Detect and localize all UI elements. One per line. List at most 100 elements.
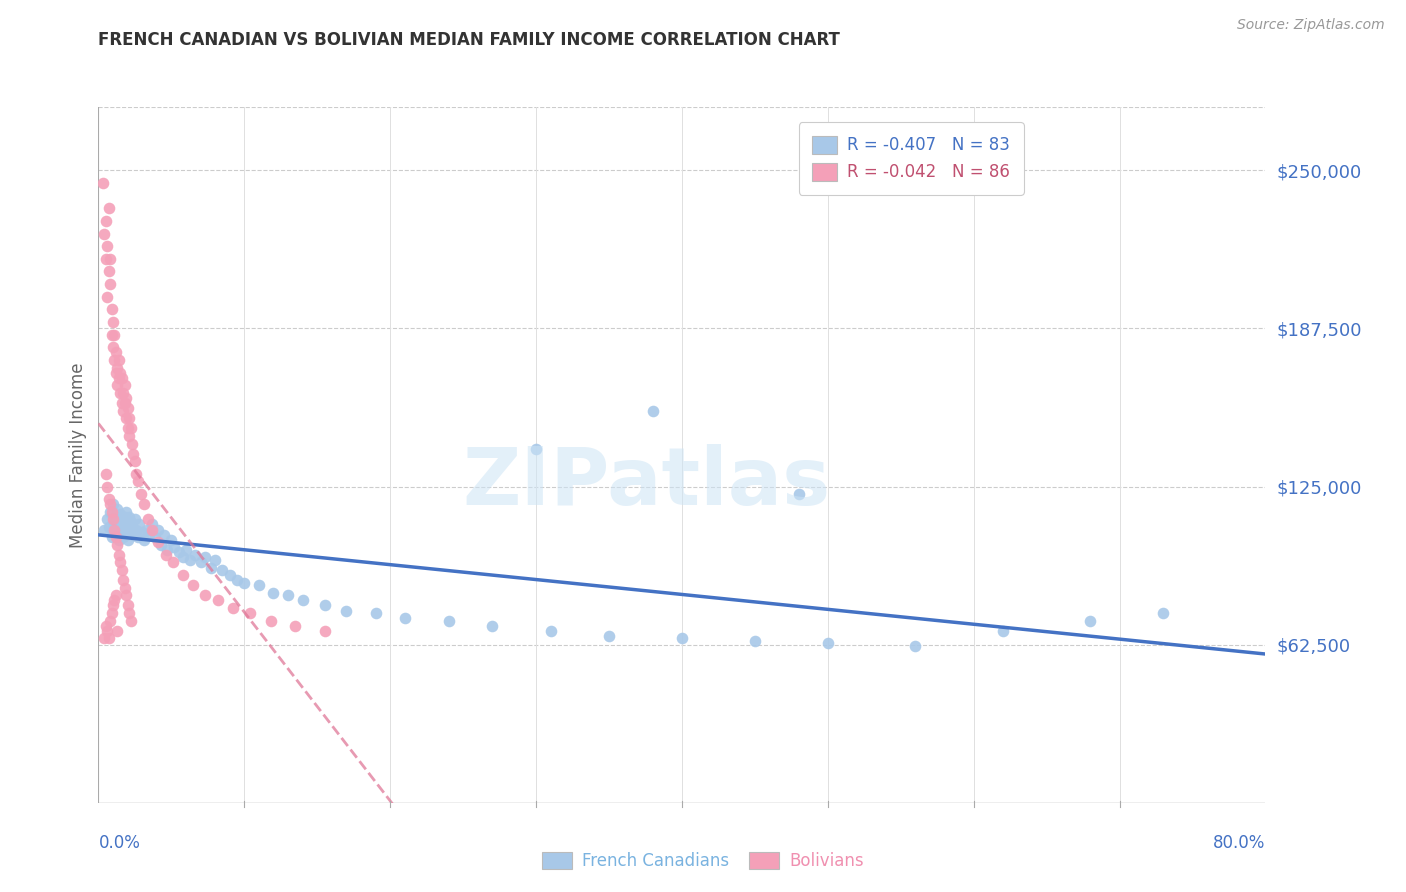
Y-axis label: Median Family Income: Median Family Income	[69, 362, 87, 548]
Text: 80.0%: 80.0%	[1213, 834, 1265, 852]
Point	[101, 512, 124, 526]
Point	[204, 553, 226, 567]
Point	[111, 563, 134, 577]
Point	[94, 252, 117, 266]
Point	[239, 606, 262, 620]
Point	[262, 586, 284, 600]
Point	[118, 606, 141, 620]
Point	[110, 523, 132, 537]
Point	[138, 527, 160, 541]
Point	[141, 523, 163, 537]
Point	[117, 533, 139, 547]
Point	[103, 327, 125, 342]
Point	[118, 411, 141, 425]
Point	[96, 624, 118, 638]
Point	[221, 601, 243, 615]
Point	[100, 302, 122, 317]
Point	[120, 515, 142, 529]
Point	[115, 588, 138, 602]
Point	[247, 578, 270, 592]
Point	[96, 290, 118, 304]
Point	[128, 517, 150, 532]
Point	[291, 593, 314, 607]
Point	[127, 475, 149, 489]
Point	[105, 538, 128, 552]
Point	[167, 545, 190, 559]
Point	[97, 520, 120, 534]
Point	[172, 568, 194, 582]
Point	[108, 515, 131, 529]
Point	[121, 436, 143, 450]
Point	[101, 340, 124, 354]
Point	[163, 541, 186, 555]
Point	[112, 573, 135, 587]
Point	[132, 497, 155, 511]
Point	[111, 525, 134, 540]
Point	[394, 611, 416, 625]
Text: FRENCH CANADIAN VS BOLIVIAN MEDIAN FAMILY INCOME CORRELATION CHART: FRENCH CANADIAN VS BOLIVIAN MEDIAN FAMIL…	[98, 31, 841, 49]
Point	[105, 520, 128, 534]
Point	[104, 345, 127, 359]
Point	[117, 599, 139, 613]
Point	[105, 502, 128, 516]
Point	[104, 366, 127, 380]
Point	[97, 492, 120, 507]
Point	[141, 517, 163, 532]
Point	[110, 508, 132, 522]
Point	[117, 421, 139, 435]
Point	[91, 176, 114, 190]
Point	[174, 542, 197, 557]
Point	[115, 391, 138, 405]
Point	[114, 523, 136, 537]
Point	[104, 509, 127, 524]
Point	[233, 575, 256, 590]
Point	[118, 429, 141, 443]
Point	[120, 421, 142, 435]
Point	[132, 533, 155, 547]
Text: Source: ZipAtlas.com: Source: ZipAtlas.com	[1237, 18, 1385, 32]
Point	[118, 523, 141, 537]
Point	[136, 512, 159, 526]
Point	[335, 603, 357, 617]
Point	[110, 556, 132, 570]
Point	[98, 614, 121, 628]
Point	[150, 538, 173, 552]
Point	[122, 527, 145, 541]
Point	[94, 214, 117, 228]
Point	[284, 618, 307, 632]
Point	[98, 497, 121, 511]
Point	[364, 606, 387, 620]
Point	[112, 403, 135, 417]
Point	[200, 560, 222, 574]
Point	[124, 512, 146, 526]
Point	[156, 542, 179, 557]
Point	[671, 632, 693, 646]
Point	[114, 581, 136, 595]
Legend: R = -0.407   N = 83, R = -0.042   N = 86: R = -0.407 N = 83, R = -0.042 N = 86	[799, 122, 1024, 194]
Point	[131, 525, 153, 540]
Point	[194, 588, 217, 602]
Point	[103, 593, 125, 607]
Point	[259, 614, 281, 628]
Point	[111, 396, 134, 410]
Point	[904, 639, 927, 653]
Point	[314, 599, 336, 613]
Point	[112, 517, 135, 532]
Point	[744, 633, 766, 648]
Legend: French Canadians, Bolivians: French Canadians, Bolivians	[536, 845, 870, 877]
Point	[211, 563, 233, 577]
Point	[96, 239, 118, 253]
Point	[93, 632, 115, 646]
Point	[143, 530, 166, 544]
Point	[103, 525, 125, 540]
Point	[114, 396, 136, 410]
Point	[524, 442, 547, 456]
Point	[277, 588, 299, 602]
Text: 0.0%: 0.0%	[98, 834, 141, 852]
Point	[162, 556, 184, 570]
Point	[101, 517, 124, 532]
Point	[104, 530, 127, 544]
Point	[598, 629, 620, 643]
Point	[314, 624, 336, 638]
Point	[100, 606, 122, 620]
